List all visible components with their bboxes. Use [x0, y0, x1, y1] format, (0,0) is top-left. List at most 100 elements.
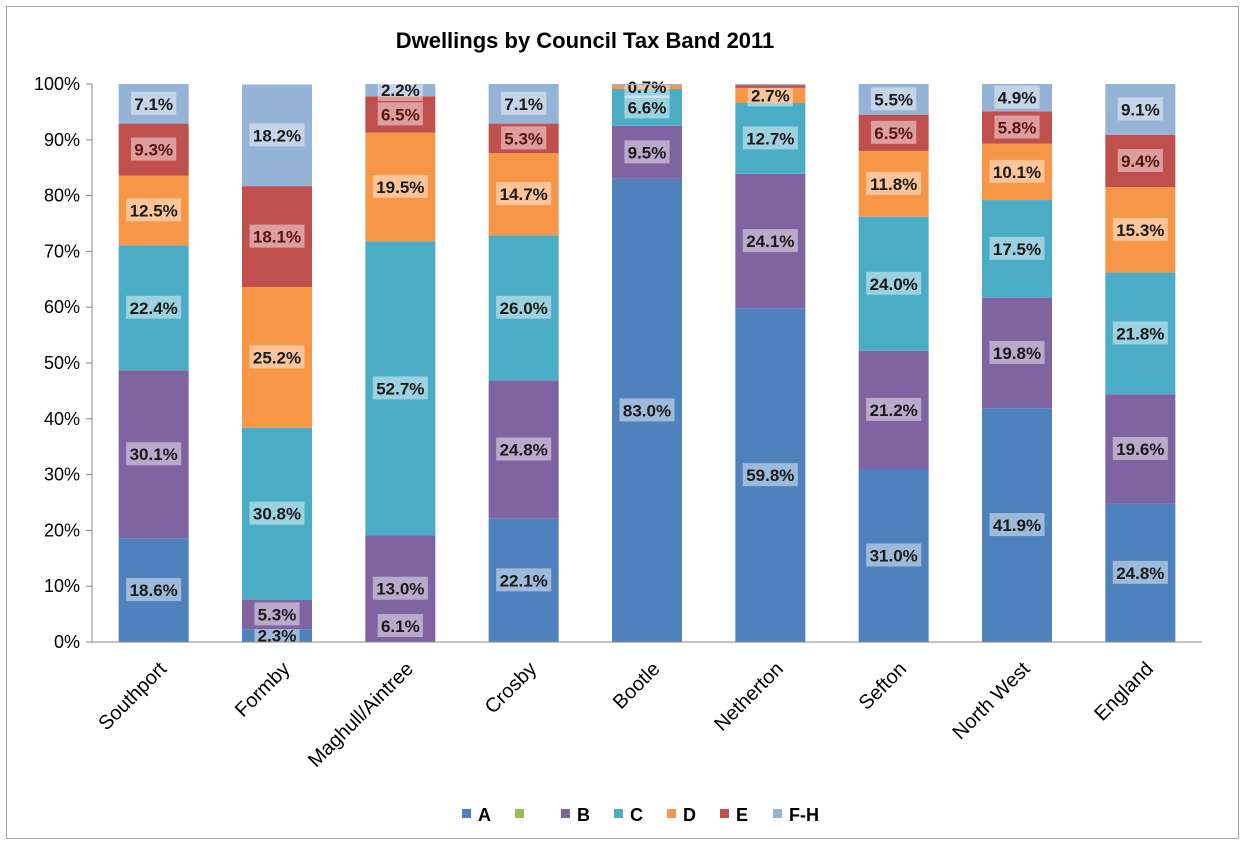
x-tick-label: England: [1090, 658, 1157, 725]
data-label: 52.7%: [376, 379, 424, 398]
data-label-bg: [496, 437, 552, 461]
bar-segment: [612, 85, 682, 90]
data-label-bg: [249, 501, 305, 525]
data-label: 7.1%: [504, 95, 543, 114]
data-label: 30.8%: [253, 505, 301, 524]
data-label-bg: [624, 140, 670, 164]
data-label: 21.2%: [870, 401, 918, 420]
x-tick-label: Formby: [231, 658, 294, 721]
data-label-bg: [866, 543, 922, 567]
data-label-bg: [989, 340, 1045, 364]
data-label-bg: [372, 576, 428, 600]
data-label: 41.9%: [993, 516, 1041, 535]
data-label-bg: [989, 513, 1045, 537]
bar-segment: [982, 408, 1052, 642]
x-axis: Southport Formby Maghull/Aintree Crosby Boot…: [92, 641, 1202, 772]
data-label-bg: [377, 614, 423, 637]
data-label-bg: [994, 115, 1040, 139]
data-label-bg: [1112, 217, 1168, 241]
legend-label: F-H: [789, 805, 819, 825]
bar-segment: [365, 84, 436, 97]
data-label-bg: [742, 126, 798, 150]
bar-segment: [488, 518, 559, 642]
bar-segment: [612, 89, 682, 126]
data-label: 21.8%: [1116, 324, 1164, 343]
x-tick-label: North West: [949, 658, 1035, 744]
data-label: 24.8%: [500, 440, 548, 459]
bar-segment: [858, 469, 929, 642]
data-label: 24.0%: [870, 275, 918, 294]
legend-label: E: [736, 805, 748, 825]
data-label-bg: [126, 442, 182, 466]
data-label: 24.8%: [1116, 564, 1164, 583]
data-label-bg: [994, 85, 1040, 109]
data-label-bg: [1112, 436, 1168, 460]
bar-segment: [612, 178, 682, 643]
data-label-bg: [1117, 149, 1163, 173]
y-tick-label: 80%: [44, 186, 80, 206]
data-label: 19.6%: [1116, 440, 1164, 459]
bar-segment: [118, 84, 189, 124]
y-axis: 0% 10% 20% 30% 40% 50% 60% 70% 80% 90% 100%: [34, 74, 93, 652]
data-label-bg: [624, 75, 670, 99]
data-label: 10.1%: [993, 163, 1041, 182]
data-label: 19.5%: [376, 178, 424, 197]
bar-segment: [365, 241, 436, 536]
x-tick-label: Crosby: [481, 658, 541, 718]
data-label-bg: [866, 171, 922, 195]
bar-segment: [1105, 187, 1176, 273]
y-tick-label: 70%: [44, 241, 80, 261]
bar-segment: [118, 123, 189, 176]
data-label: 5.8%: [998, 119, 1037, 138]
data-label-bg: [989, 236, 1045, 260]
data-label: 26.0%: [500, 299, 548, 318]
data-label-bg: [496, 295, 552, 319]
legend-label: B: [577, 805, 590, 825]
bar-segment: [858, 150, 929, 217]
legend-swatch: [515, 809, 524, 818]
legend-swatch: [561, 809, 570, 818]
x-tick-label: Bootle: [609, 658, 665, 714]
data-label-bg: [501, 126, 547, 150]
data-label: 18.6%: [130, 581, 178, 600]
y-tick-label: 50%: [44, 353, 80, 373]
y-tick-label: 90%: [44, 130, 80, 150]
bar-segment: [1105, 272, 1176, 395]
bar-segment: [1105, 84, 1176, 135]
data-label-bg: [249, 224, 305, 248]
y-tick-label: 30%: [44, 465, 80, 485]
bar-segment: [488, 84, 559, 124]
data-label-bg: [126, 198, 182, 222]
data-label-bg: [131, 91, 177, 115]
bar-segment: [858, 350, 929, 470]
x-tick-label: Maghull/Aintree: [304, 658, 418, 772]
bar-segment: [242, 629, 312, 642]
data-label: 2.7%: [751, 86, 790, 105]
data-label: 5.3%: [258, 605, 297, 624]
y-tick-label: 60%: [44, 297, 80, 317]
data-label: 22.1%: [500, 571, 548, 590]
data-label: 6.1%: [381, 617, 420, 636]
data-label: 24.1%: [746, 232, 794, 251]
data-label-bg: [1117, 97, 1163, 121]
bar-segment: [1105, 134, 1176, 188]
bar-segment: [982, 111, 1052, 144]
data-label: 22.4%: [130, 299, 178, 318]
data-label-bg: [871, 87, 917, 111]
data-label-bg: [624, 95, 670, 119]
bar-segment: [735, 84, 806, 86]
bar-segment: [365, 535, 436, 642]
data-label-bg: [1112, 560, 1168, 584]
y-tick-label: 0%: [54, 632, 80, 652]
data-label-bg: [249, 123, 305, 147]
bar-segment: [982, 84, 1052, 112]
data-label-bg: [254, 623, 300, 647]
y-tick-label: 10%: [44, 576, 80, 596]
bar-segment: [982, 200, 1052, 298]
data-label-bg: [126, 578, 182, 602]
data-label: 6.5%: [381, 105, 420, 124]
data-label: 5.5%: [874, 90, 913, 109]
bar-segment: [735, 85, 806, 88]
data-label: 4.9%: [998, 89, 1037, 108]
data-label-bg: [372, 174, 428, 198]
